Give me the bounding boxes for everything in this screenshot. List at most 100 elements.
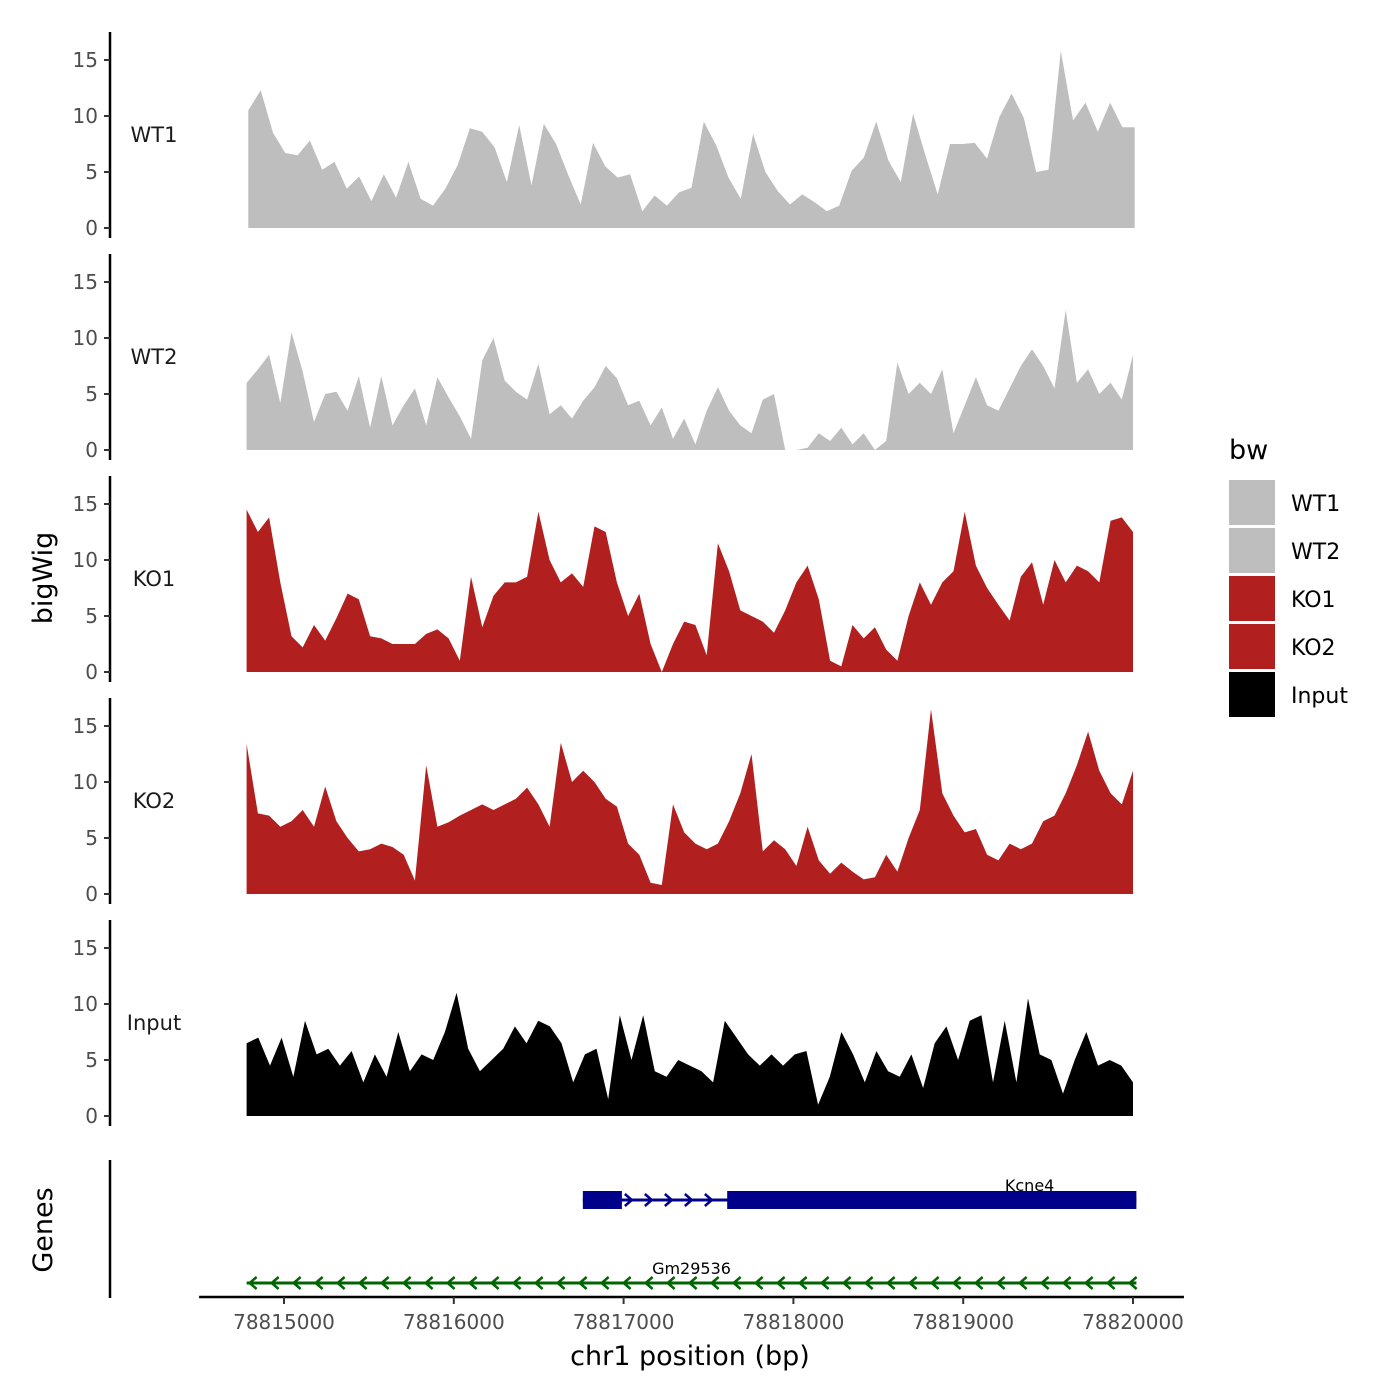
strand-arrow [269, 1276, 280, 1290]
legend-swatch [1229, 480, 1275, 525]
x-axis-title: chr1 position (bp) [570, 1341, 810, 1372]
y-tick-label: 0 [85, 438, 98, 462]
y-tick-label: 10 [73, 326, 98, 350]
strand-arrow [335, 1276, 346, 1290]
strand-arrow [684, 1193, 694, 1207]
gene-label: Kcne4 [1005, 1176, 1054, 1195]
strand-arrow [511, 1276, 522, 1290]
gene-kcne4: Kcne4 [582, 1176, 1137, 1209]
legend: bw WT1 WT2 KO1 KO2 Input [1229, 435, 1348, 717]
legend-label: WT1 [1291, 492, 1340, 517]
strand-arrow [841, 1276, 852, 1290]
strand-arrow [687, 1276, 698, 1290]
exon [727, 1191, 1137, 1209]
y-tick-label: 0 [85, 216, 98, 240]
x-tick-label: 78815000 [233, 1310, 335, 1334]
track-label: KO2 [133, 789, 176, 813]
track-wt2: 0 5 10 15 WT2 [73, 254, 1134, 462]
track-ko2: 0 5 10 15 KO2 [73, 698, 1134, 906]
strand-arrow [555, 1276, 566, 1290]
legend-label: KO1 [1291, 588, 1336, 613]
y-tick-label: 15 [73, 492, 98, 516]
strand-arrow [644, 1193, 654, 1207]
strand-arrow [665, 1276, 676, 1290]
y-tick-label: 5 [85, 1048, 98, 1072]
track-label: KO1 [133, 567, 176, 591]
area-ko2 [246, 709, 1134, 894]
y-tick-label: 0 [85, 1104, 98, 1128]
y-tick-label: 10 [73, 992, 98, 1016]
legend-item-wt2: WT2 [1229, 528, 1340, 573]
y-tick-label: 5 [85, 604, 98, 628]
x-tick-label: 78818000 [743, 1310, 845, 1334]
y-tick-label: 15 [73, 48, 98, 72]
strand-arrow [951, 1276, 962, 1290]
strand-arrow [907, 1276, 918, 1290]
strand-arrow [1017, 1276, 1028, 1290]
strand-arrow [445, 1276, 456, 1290]
x-tick-label: 78816000 [403, 1310, 505, 1334]
strand-arrow [379, 1276, 390, 1290]
strand-arrow [753, 1276, 764, 1290]
strand-arrow [1061, 1276, 1072, 1290]
strand-arrow [624, 1193, 634, 1207]
strand-arrow [577, 1276, 588, 1290]
legend-title: bw [1229, 435, 1268, 466]
strand-arrow [533, 1276, 544, 1290]
area-wt2 [246, 310, 1134, 450]
legend-item-wt1: WT1 [1229, 480, 1340, 525]
track-wt1: 0 5 10 15 WT1 [73, 32, 1135, 240]
x-tick-label: 78819000 [912, 1310, 1014, 1334]
strand-arrow [599, 1276, 610, 1290]
strand-arrow [885, 1276, 896, 1290]
strand-arrow [1039, 1276, 1050, 1290]
track-label: Input [127, 1011, 181, 1035]
legend-item-input: Input [1229, 672, 1348, 717]
x-axis: 78815000 78816000 78817000 78818000 78819000… [199, 1295, 1184, 1334]
track-label: WT1 [131, 123, 178, 147]
y-tick-label: 15 [73, 270, 98, 294]
strand-arrow [995, 1276, 1006, 1290]
gene-label: Gm29536 [652, 1259, 731, 1278]
x-tick-label: 78820000 [1082, 1310, 1184, 1334]
strand-arrow [313, 1276, 324, 1290]
area-ko1 [246, 509, 1134, 672]
legend-swatch [1229, 528, 1275, 573]
strand-arrow [357, 1276, 368, 1290]
legend-swatch [1229, 576, 1275, 621]
strand-arrow [467, 1276, 478, 1290]
genes-panel: Kcne4 Gm29536 [108, 1160, 1138, 1298]
y-tick-label: 5 [85, 382, 98, 406]
strand-arrow [291, 1276, 302, 1290]
legend-swatch [1229, 624, 1275, 669]
strand-arrow [423, 1276, 434, 1290]
track-ko1: 0 5 10 15 KO1 [73, 476, 1134, 684]
legend-item-ko1: KO1 [1229, 576, 1336, 621]
strand-arrow [797, 1276, 808, 1290]
legend-item-ko2: KO2 [1229, 624, 1336, 669]
y-tick-label: 10 [73, 104, 98, 128]
exon [582, 1191, 622, 1209]
track-label: WT2 [131, 345, 178, 369]
track-input: 0 5 10 15 Input [73, 920, 1134, 1128]
strand-arrow [401, 1276, 412, 1290]
strand-arrow [1083, 1276, 1094, 1290]
y-tick-label: 5 [85, 826, 98, 850]
strand-arrow [819, 1276, 830, 1290]
area-wt1 [248, 51, 1135, 228]
y-tick-label: 10 [73, 770, 98, 794]
strand-arrow [973, 1276, 984, 1290]
strand-arrow [704, 1193, 714, 1207]
strand-arrow [643, 1276, 654, 1290]
strand-arrow [863, 1276, 874, 1290]
strand-arrow [664, 1193, 674, 1207]
area-input [246, 992, 1134, 1116]
legend-label: KO2 [1291, 636, 1336, 661]
legend-label: Input [1291, 684, 1348, 709]
strand-arrow [1127, 1276, 1138, 1290]
strand-arrow [929, 1276, 940, 1290]
genes-axis-title: Genes [28, 1187, 59, 1272]
y-tick-label: 15 [73, 714, 98, 738]
legend-swatch [1229, 672, 1275, 717]
